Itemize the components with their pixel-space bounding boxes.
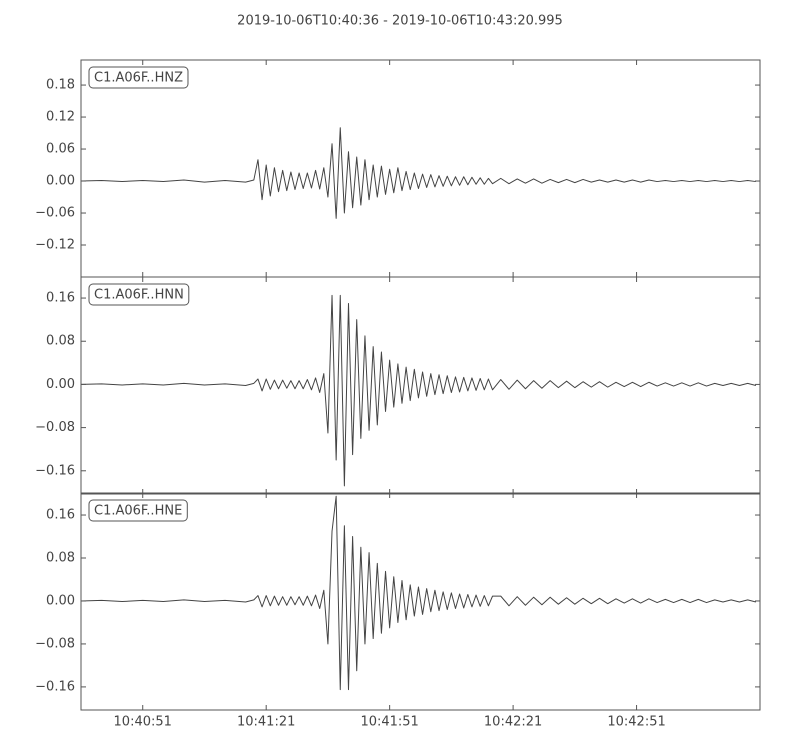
x-tick-label: 10:40:51 [114,715,172,730]
trace-label-box [88,66,189,89]
y-tick-label: −0.08 [35,420,75,435]
x-tick-label: 10:42:21 [484,715,542,730]
y-tick-label: −0.16 [35,463,75,478]
y-tick-label: 0.18 [46,78,75,93]
y-tick-label: 0.06 [46,142,75,157]
panel-frame [80,492,761,711]
x-tick-label: 10:41:21 [237,715,295,730]
y-tick-label: 0.00 [46,174,75,189]
plot-area [81,294,757,487]
y-tick-label: −0.08 [35,636,75,651]
y-tick-label: −0.06 [35,206,75,221]
panel-frame [80,59,761,278]
trace-label-box [88,283,190,306]
plot-area [81,127,756,219]
y-tick-label: 0.00 [46,377,75,392]
trace-label-box [88,499,188,522]
waveform [81,294,757,487]
waveform [81,127,756,219]
page-title: 2019-10-06T10:40:36 - 2019-10-06T10:43:2… [237,14,563,29]
y-tick-label: −0.16 [35,679,75,694]
waveform [81,495,757,691]
y-tick-label: 0.16 [46,291,75,306]
y-tick-label: −0.12 [35,238,75,253]
trace-label: C1.A06F..HNZ [94,71,183,86]
x-tick-label: 10:41:51 [360,715,418,730]
trace-label: C1.A06F..HNN [94,288,184,303]
y-tick-label: 0.08 [46,334,75,349]
y-tick-label: 0.00 [46,593,75,608]
trace-label: C1.A06F..HNE [94,504,182,519]
x-tick-label: 10:42:51 [607,715,665,730]
plot-area [81,495,757,691]
panel-frame [80,276,761,495]
y-tick-label: 0.12 [46,110,75,125]
y-tick-label: 0.16 [46,508,75,523]
y-tick-label: 0.08 [46,550,75,565]
